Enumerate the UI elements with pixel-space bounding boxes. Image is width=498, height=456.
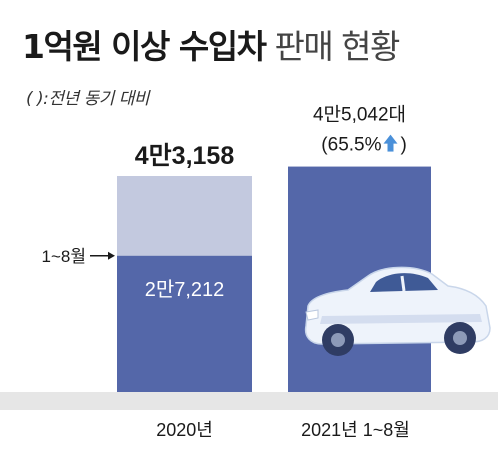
- bar-2020-jan-aug-segment: [117, 255, 252, 392]
- category-label-2020: 2020년: [156, 420, 213, 440]
- value-label-2021: 4만5,042대: [313, 104, 406, 126]
- page-title: 1억원 이상 수입차 판매 현황: [22, 20, 400, 68]
- category-label-2021: 2021년 1~8월: [301, 420, 410, 440]
- segment-value-label: 2만7,212: [145, 278, 225, 301]
- up-arrow-icon: ): [383, 134, 407, 156]
- baseline-band: [0, 392, 498, 410]
- title-main: 1억원 이상 수입차: [22, 27, 267, 66]
- subtitle-comparison-note: ( ):전년 동기 대비: [26, 89, 150, 109]
- car-illustration: [304, 266, 491, 356]
- svg-text:): ): [401, 135, 407, 156]
- segment-marker-label: 1~8월: [42, 247, 86, 266]
- title-sub: 판매 현황: [274, 27, 400, 66]
- change-label-2021: (65.5%: [321, 135, 381, 156]
- value-label-2020: 4만3,158: [135, 142, 235, 170]
- right-arrow-icon: [90, 251, 115, 260]
